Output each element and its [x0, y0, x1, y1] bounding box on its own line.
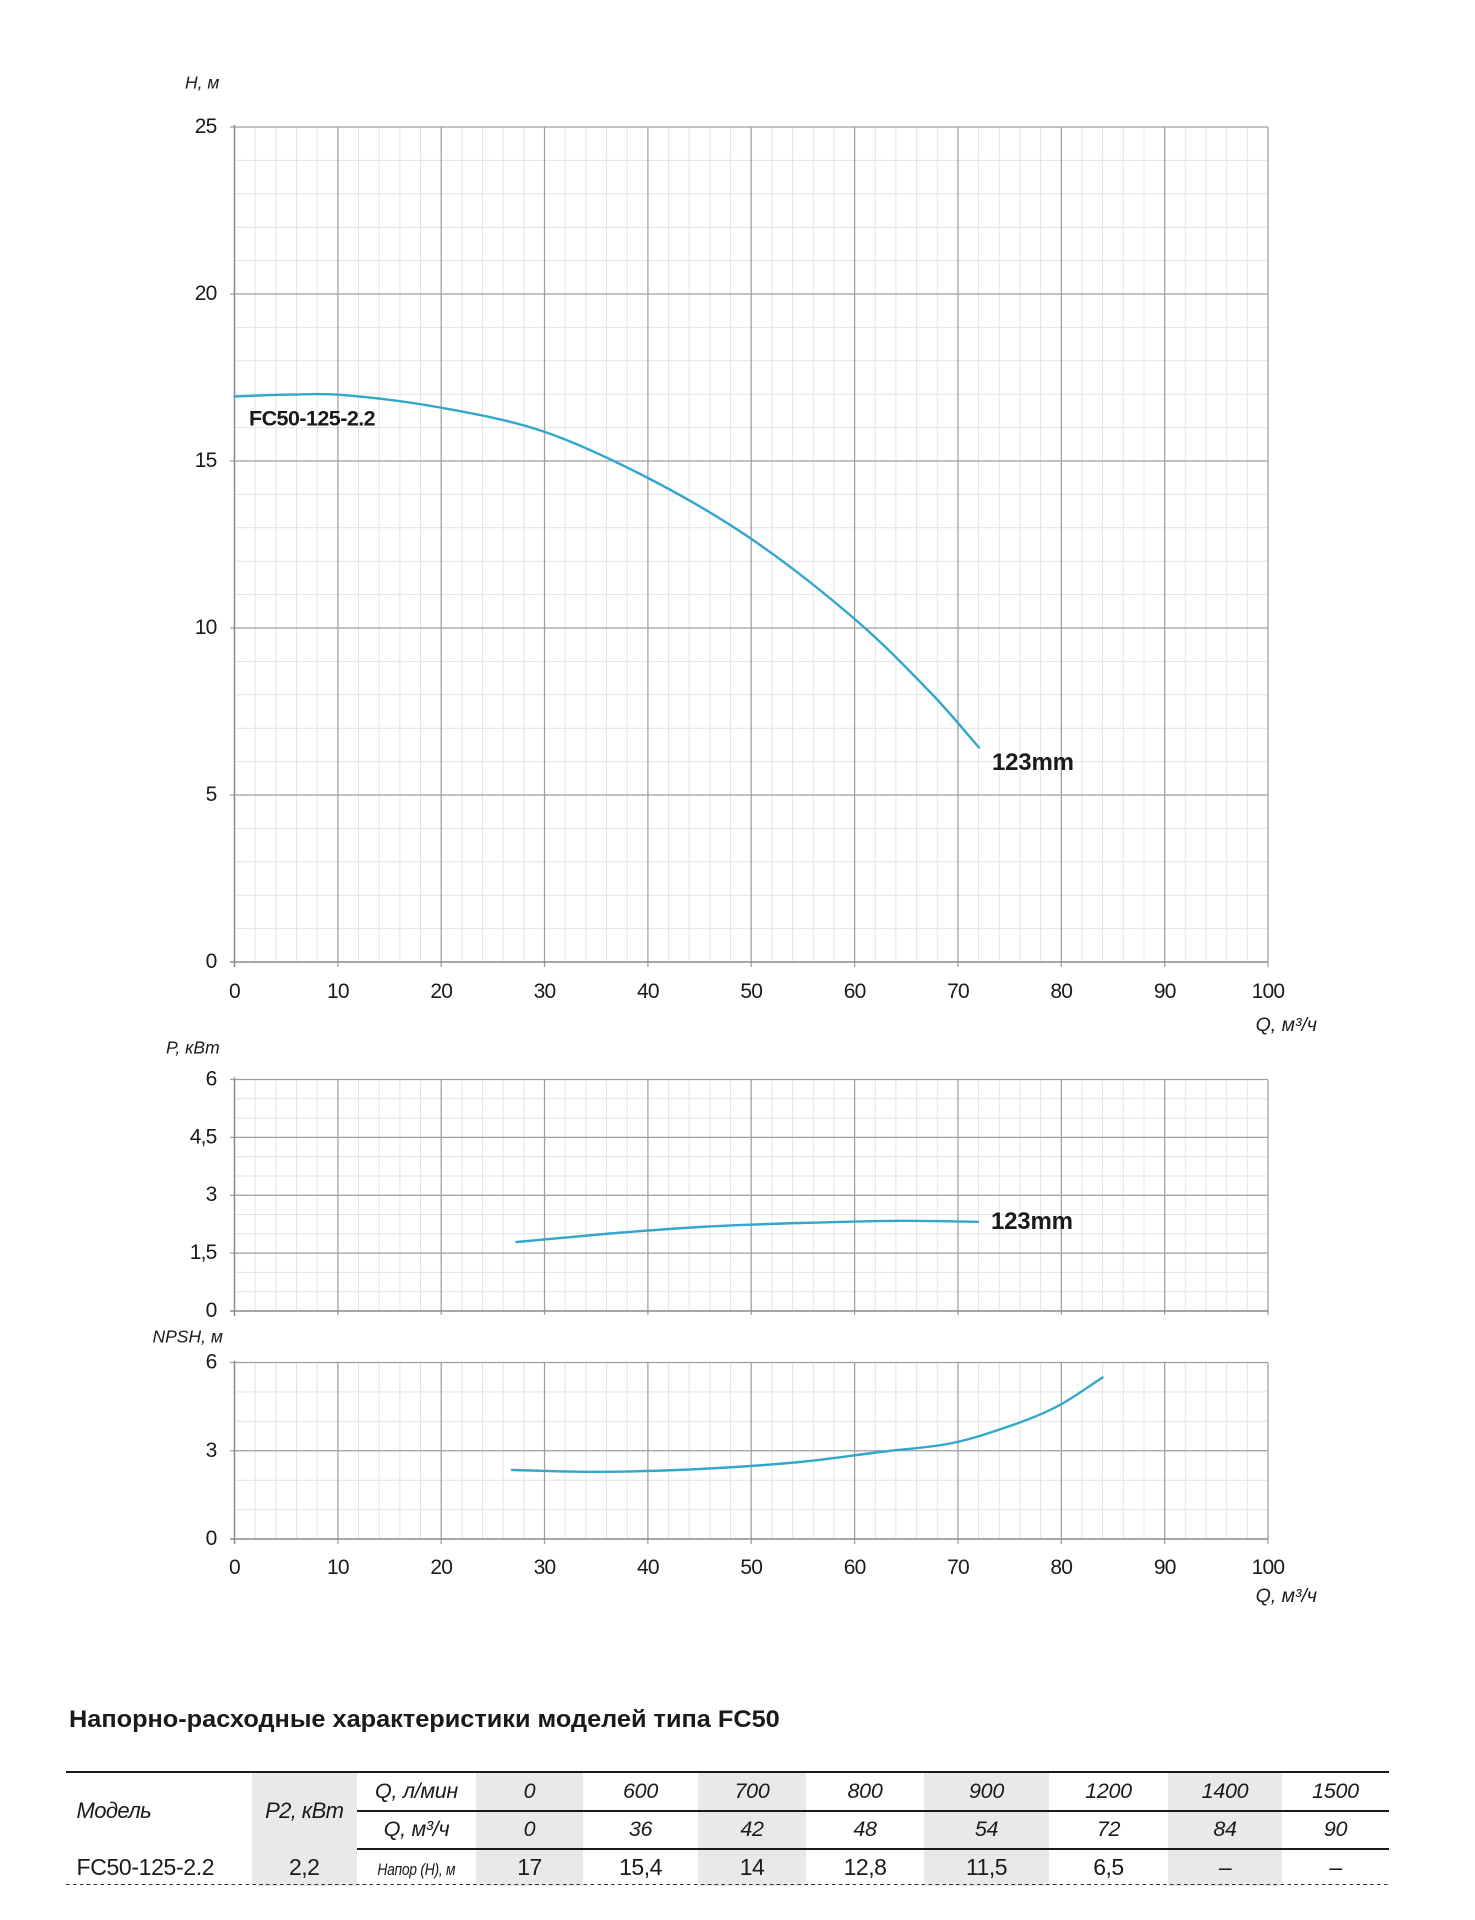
- svg-text:4,5: 4,5: [190, 1125, 217, 1148]
- svg-text:70: 70: [947, 1556, 969, 1579]
- svg-text:3: 3: [206, 1183, 217, 1206]
- svg-text:P, кВт: P, кВт: [166, 1038, 220, 1058]
- svg-text:6: 6: [206, 1068, 217, 1091]
- svg-text:Q, м³/ч: Q, м³/ч: [1256, 1585, 1317, 1607]
- svg-text:30: 30: [534, 980, 556, 1003]
- svg-text:90: 90: [1154, 980, 1176, 1003]
- svg-text:123mm: 123mm: [992, 749, 1074, 776]
- svg-text:100: 100: [1252, 980, 1285, 1003]
- svg-text:0: 0: [229, 980, 240, 1003]
- svg-text:50: 50: [740, 980, 762, 1003]
- svg-text:0: 0: [206, 950, 217, 973]
- svg-text:NPSH, м: NPSH, м: [153, 1327, 223, 1347]
- svg-text:30: 30: [534, 1556, 556, 1579]
- svg-text:80: 80: [1050, 980, 1072, 1003]
- svg-text:0: 0: [206, 1299, 217, 1322]
- svg-text:60: 60: [844, 980, 866, 1003]
- svg-text:10: 10: [327, 980, 349, 1003]
- svg-text:40: 40: [637, 980, 659, 1003]
- svg-text:FC50-125-2.2: FC50-125-2.2: [249, 407, 376, 431]
- svg-text:80: 80: [1050, 1556, 1072, 1579]
- svg-text:50: 50: [740, 1556, 762, 1579]
- svg-text:60: 60: [844, 1556, 866, 1579]
- svg-text:70: 70: [947, 980, 969, 1003]
- svg-text:25: 25: [195, 115, 217, 138]
- svg-text:6: 6: [206, 1351, 217, 1374]
- svg-text:90: 90: [1154, 1556, 1176, 1579]
- svg-text:Q, м³/ч: Q, м³/ч: [1256, 1014, 1317, 1036]
- svg-text:1,5: 1,5: [190, 1241, 217, 1264]
- svg-text:5: 5: [206, 783, 217, 806]
- svg-text:20: 20: [430, 1556, 452, 1579]
- svg-text:10: 10: [195, 616, 217, 639]
- svg-text:20: 20: [430, 980, 452, 1003]
- svg-text:20: 20: [195, 282, 217, 305]
- svg-text:100: 100: [1252, 1556, 1285, 1579]
- svg-text:0: 0: [229, 1556, 240, 1579]
- svg-text:H, м: H, м: [185, 73, 219, 93]
- svg-text:123mm: 123mm: [991, 1208, 1073, 1235]
- svg-text:40: 40: [637, 1556, 659, 1579]
- svg-text:3: 3: [206, 1439, 217, 1462]
- svg-text:0: 0: [206, 1527, 217, 1550]
- svg-text:10: 10: [327, 1556, 349, 1579]
- svg-text:15: 15: [195, 449, 217, 472]
